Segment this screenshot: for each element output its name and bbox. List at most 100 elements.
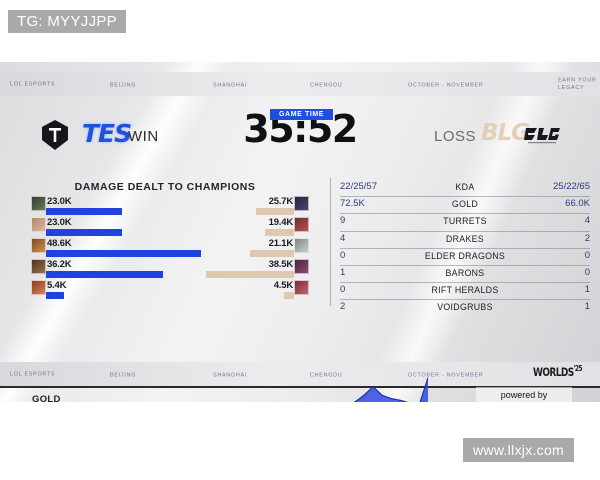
banner-item-dates: OCTOBER - NOVEMBER — [408, 370, 484, 378]
champion-portrait-right — [294, 280, 309, 295]
damage-panel-title: DAMAGE DEALT TO CHAMPIONS — [74, 181, 256, 193]
scoreboard-header: TES WIN 35:52 LOSS BLG — [0, 110, 600, 166]
damage-value-left: 48.6K — [47, 238, 72, 249]
banner-top: LOL ESPORTS BEIJING SHANGHAI CHENGDU OCT… — [0, 72, 600, 96]
damage-value-left: 5.4K — [47, 280, 67, 291]
blue-team-name: TES — [82, 119, 132, 148]
champion-portrait-left — [31, 259, 46, 274]
stat-value-right: 1 — [584, 301, 590, 313]
banner-item-shanghai: SHANGHAI — [213, 370, 248, 378]
blue-team-result: WIN — [128, 128, 159, 145]
tes-team-logo-icon — [42, 120, 68, 150]
banner-bottom: LOL ESPORTS BEIJING SHANGHAI CHENGDU OCT… — [0, 362, 600, 388]
stat-value-left: 0 — [340, 284, 346, 296]
damage-value-left: 23.0K — [47, 217, 72, 228]
damage-bar-right — [250, 250, 294, 257]
stat-label: ELDER DRAGONS — [424, 250, 506, 261]
worlds-logo-year: '25 — [573, 364, 583, 374]
damage-row: 36.2K 38.5K — [0, 258, 330, 279]
aws-powered-by-text: powered by — [500, 390, 548, 400]
damage-value-right: 21.1K — [268, 238, 294, 249]
table-row: 22/25/57 KDA 25/22/65 — [340, 180, 590, 198]
damage-value-right: 4.5K — [273, 280, 293, 291]
damage-value-left: 23.0K — [47, 196, 72, 207]
stat-value-left: 0 — [340, 249, 346, 261]
champion-portrait-left — [31, 217, 46, 232]
damage-row: 48.6K 21.1K — [0, 237, 330, 258]
table-row: 9 TURRETS 4 — [340, 214, 590, 232]
banner-item-tagline: EARN YOUR LEGACY — [558, 76, 597, 91]
stat-label: GOLD — [451, 199, 479, 210]
damage-bar-left — [46, 292, 64, 299]
aws-wordmark: aws — [476, 400, 572, 402]
stat-label: TURRETS — [443, 216, 487, 227]
damage-value-right: 19.4K — [268, 217, 294, 228]
aws-sponsor-logo: powered by aws — [476, 387, 572, 402]
damage-bar-left — [46, 271, 163, 278]
stat-label: DRAKES — [446, 233, 484, 244]
banner-item-beijing: BEIJING — [110, 80, 137, 88]
stat-label: RIFT HERALDS — [431, 285, 499, 296]
champion-portrait-right — [294, 217, 309, 232]
broadcast-frame: LOL ESPORTS BEIJING SHANGHAI CHENGDU OCT… — [0, 62, 600, 402]
champion-portrait-right — [294, 259, 309, 274]
banner-item-lol-esports: LOL ESPORTS — [10, 370, 56, 377]
stat-value-left: 9 — [340, 215, 346, 227]
stat-value-right: 4 — [584, 215, 590, 227]
damage-value-left: 36.2K — [47, 259, 72, 270]
stat-value-left: 22/25/57 — [340, 181, 377, 192]
stat-value-right: 0 — [584, 249, 590, 261]
stat-value-left: 4 — [340, 232, 346, 244]
champion-portrait-right — [294, 238, 309, 253]
stat-value-left: 2 — [340, 301, 346, 313]
watermark-bottom-right: www.llxjx.com — [463, 438, 575, 462]
red-team-name: BLG — [481, 120, 530, 146]
damage-bar-right — [256, 208, 294, 215]
damage-row: 23.0K 25.7K — [0, 195, 330, 216]
stat-value-left: 1 — [340, 266, 346, 278]
stat-value-left: 72.5K — [340, 198, 365, 210]
damage-rows: 23.0K 25.7K 23.0K 19.4K 48.6K 21.1K 36.2… — [0, 195, 330, 300]
table-row: 72.5K GOLD 66.0K — [340, 197, 590, 215]
damage-bar-left — [46, 229, 122, 236]
worlds-logo: WORLDS'25 — [533, 364, 583, 380]
damage-bar-right — [265, 229, 294, 236]
table-row: 0 ELDER DRAGONS 0 — [340, 249, 590, 266]
champion-portrait-left — [31, 196, 46, 211]
banner-item-shanghai: SHANGHAI — [213, 80, 248, 88]
champion-portrait-left — [31, 280, 46, 295]
stat-value-right: 1 — [584, 284, 590, 296]
stat-label: BARONS — [445, 267, 485, 278]
champion-portrait-left — [31, 238, 46, 253]
stat-label: KDA — [455, 182, 475, 192]
stat-value-right: 25/22/65 — [553, 181, 590, 192]
gold-difference-chart — [353, 377, 428, 402]
damage-bar-left — [46, 250, 201, 257]
damage-bar-right — [284, 292, 294, 299]
stat-value-right: 0 — [584, 266, 590, 278]
damage-bar-left — [46, 208, 122, 215]
table-row: 1 BARONS 0 — [340, 266, 590, 284]
game-time-badge: GAME TIME — [270, 109, 334, 120]
damage-row: 5.4K 4.5K — [0, 279, 330, 300]
worlds-logo-text: WORLDS — [533, 367, 574, 380]
banner-item-lol-esports: LOL ESPORTS — [10, 80, 56, 87]
stat-value-right: 2 — [584, 232, 590, 244]
damage-row: 23.0K 19.4K — [0, 216, 330, 237]
champion-portrait-right — [294, 196, 309, 211]
banner-item-beijing: BEIJING — [110, 370, 137, 378]
red-team-result: LOSS — [434, 128, 477, 145]
damage-value-right: 25.7K — [268, 196, 294, 207]
stat-label: VOIDGRUBS — [437, 302, 493, 313]
stats-table: 22/25/57 KDA 25/22/65 72.5K GOLD 66.0K 9… — [340, 180, 590, 317]
table-row: 2 VOIDGRUBS 1 — [340, 300, 590, 316]
table-row: 0 RIFT HERALDS 1 — [340, 283, 590, 301]
banner-item-dates: OCTOBER - NOVEMBER — [408, 80, 484, 88]
banner-item-chengdu: CHENGDU — [310, 80, 343, 88]
damage-value-right: 38.5K — [268, 259, 294, 270]
gold-graph-label: GOLD DIFFERENCE OVER TIME — [32, 394, 96, 402]
banner-item-chengdu: CHENGDU — [310, 370, 343, 378]
damage-bar-right — [206, 271, 294, 278]
gold-label-line1: GOLD — [32, 394, 61, 402]
blg-team-logo-icon — [524, 128, 560, 144]
